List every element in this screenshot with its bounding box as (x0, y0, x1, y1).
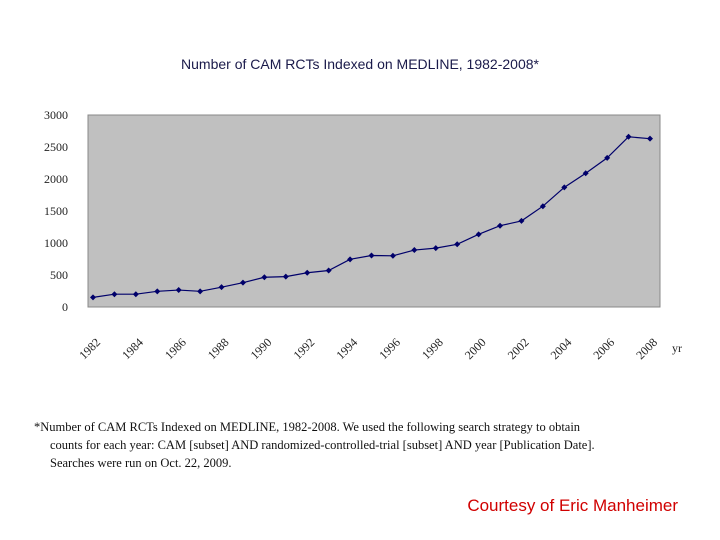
y-tick-label: 2000 (44, 172, 68, 186)
data-point (604, 154, 611, 161)
x-tick-label: 1988 (205, 335, 232, 362)
y-tick-label: 1500 (44, 204, 68, 218)
x-tick-label: 1986 (162, 335, 189, 362)
data-point (454, 241, 461, 248)
data-point (539, 203, 546, 210)
y-tick-label: 2500 (44, 140, 68, 154)
x-tick-label: 1984 (119, 335, 146, 362)
data-point (304, 269, 311, 276)
x-tick-label: 2000 (462, 335, 489, 362)
data-point (282, 273, 289, 280)
y-tick-label: 3000 (44, 108, 68, 122)
data-point (175, 287, 182, 294)
data-point (475, 231, 482, 238)
data-point (497, 222, 504, 229)
data-point (389, 252, 396, 259)
x-tick-label: 1982 (76, 335, 103, 362)
data-point (218, 284, 225, 291)
data-point (561, 184, 568, 191)
footnote-line: Searches were run on Oct. 22, 2009. (50, 456, 232, 470)
y-tick-label: 500 (50, 268, 68, 282)
data-point (518, 217, 525, 224)
data-point (411, 247, 418, 254)
footnote-line: *Number of CAM RCTs Indexed on MEDLINE, … (34, 420, 581, 434)
data-point (154, 288, 161, 295)
x-tick-label: 2004 (548, 335, 575, 362)
data-point (197, 288, 204, 295)
x-tick-label: 1998 (419, 335, 446, 362)
footnote-line: counts for each year: CAM [subset] AND r… (50, 438, 595, 452)
y-tick-label: 0 (62, 300, 68, 314)
data-point (90, 294, 96, 301)
data-point (647, 135, 653, 142)
x-tick-label: 1992 (290, 335, 317, 362)
data-point (261, 274, 268, 281)
data-point (582, 170, 589, 177)
line-chart: 0 500 1000 1500 2000 2500 3000 1982 1984 1986 1988… (44, 108, 682, 362)
data-point (625, 133, 632, 140)
data-point (368, 252, 375, 259)
x-axis-label: yr (672, 341, 682, 355)
data-point (347, 256, 354, 263)
chart-title: Number of CAM RCTs Indexed on MEDLINE, 1… (181, 56, 539, 72)
footnote: *Number of CAM RCTs Indexed on MEDLINE, … (34, 418, 714, 472)
data-point (432, 245, 439, 252)
x-tick-label: 2002 (505, 335, 532, 362)
credit-text: Courtesy of Eric Manheimer (467, 496, 678, 515)
data-point (132, 291, 139, 298)
data-point (325, 267, 332, 274)
x-tick-label: 1996 (376, 335, 403, 362)
data-point (111, 291, 118, 298)
x-tick-label: 1994 (333, 335, 360, 362)
x-tick-label: 2008 (633, 335, 660, 362)
data-point (239, 279, 246, 286)
x-tick-label: 2006 (590, 335, 617, 362)
plot-area (87, 114, 661, 308)
x-tick-label: 1990 (248, 335, 275, 362)
y-tick-label: 1000 (44, 236, 68, 250)
